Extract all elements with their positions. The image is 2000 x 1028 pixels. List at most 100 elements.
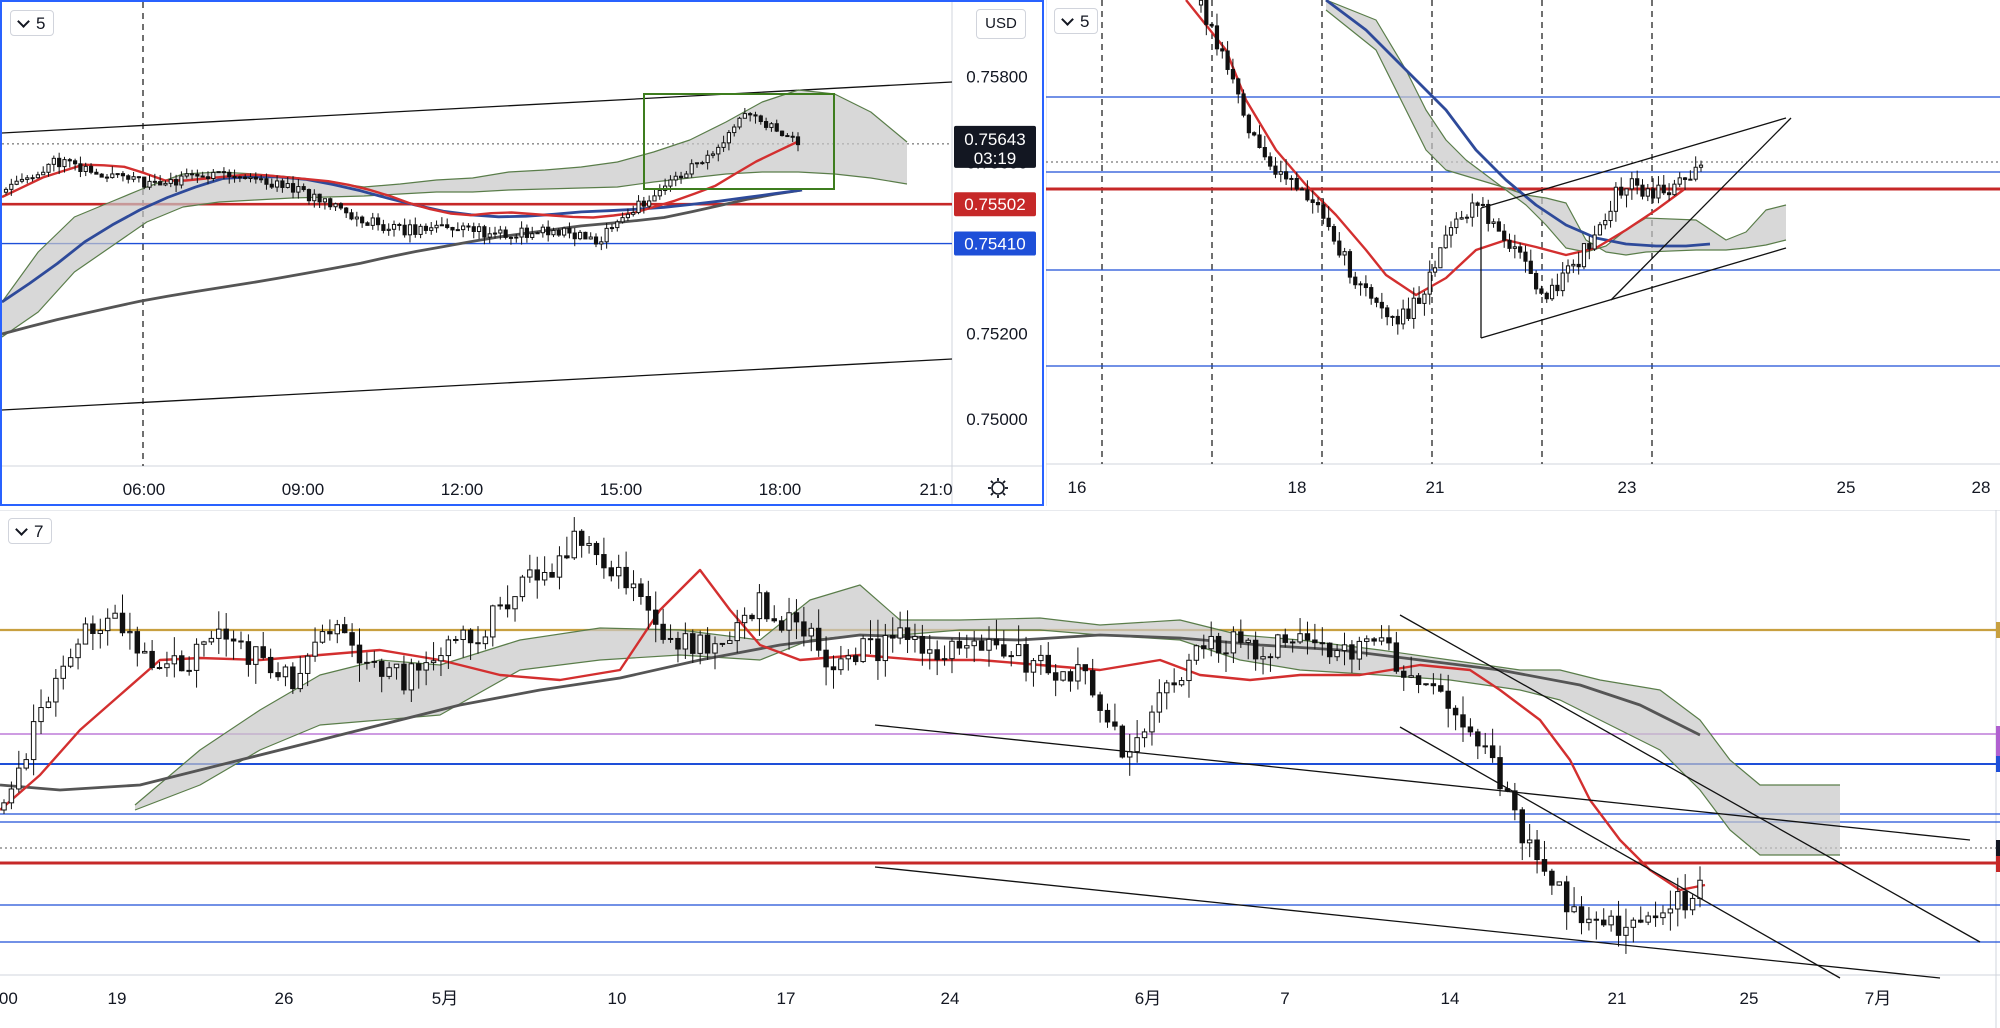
candle	[466, 225, 471, 228]
candle	[78, 163, 83, 172]
candle	[1682, 177, 1688, 180]
time-tick-label: 14	[1441, 989, 1460, 1008]
candle	[453, 639, 459, 642]
candle	[445, 639, 452, 657]
candle	[578, 530, 585, 546]
candle	[541, 571, 548, 581]
trend-line-descending[interactable]	[874, 724, 1971, 841]
candle	[1438, 685, 1444, 692]
candle	[1134, 737, 1140, 753]
candle	[1401, 670, 1407, 678]
candle	[1645, 915, 1651, 923]
candle	[1252, 132, 1257, 136]
time-tick-label: :00	[0, 989, 18, 1008]
chart-panel-top-right[interactable]: 16 18 21 23 25 28 5	[1046, 0, 2000, 506]
candle	[416, 663, 422, 671]
timeframe-button-top-right[interactable]: 5	[1054, 8, 1099, 34]
candle	[184, 173, 189, 177]
candle	[1395, 315, 1400, 325]
candle	[1241, 93, 1246, 116]
candle	[1571, 906, 1577, 913]
candle	[282, 666, 289, 678]
candle	[1104, 709, 1111, 723]
candle	[564, 555, 570, 559]
candle	[408, 663, 415, 691]
candle	[1363, 283, 1368, 289]
candle	[1356, 640, 1363, 660]
candle	[1252, 639, 1259, 660]
candle	[1326, 642, 1333, 658]
candle	[149, 650, 155, 669]
moving-average-blue	[2, 175, 803, 304]
candle	[549, 571, 555, 578]
chart-panel-bottom[interactable]: :00 19 26 5月 10 17 24 6月 7 14 21 25 7月 7	[0, 510, 2000, 1028]
chart-canvas-bottom[interactable]: :00 19 26 5月 10 17 24 6月 7 14 21 25 7月	[0, 510, 2000, 1028]
candle	[949, 640, 955, 660]
candle	[1667, 908, 1674, 914]
candle	[956, 640, 963, 649]
candle	[567, 227, 572, 234]
candle	[1408, 675, 1414, 678]
candle	[280, 180, 285, 188]
timeframe-button-bottom[interactable]: 7	[8, 518, 53, 544]
candle	[1349, 644, 1355, 660]
timeframe-label: 7	[34, 522, 44, 541]
candle	[1246, 114, 1251, 134]
candle	[1321, 204, 1326, 219]
candle	[430, 660, 437, 664]
candle	[1289, 641, 1296, 644]
candle	[785, 135, 790, 138]
time-tick-label: 17	[777, 989, 796, 1008]
candle	[1149, 711, 1155, 733]
candle	[1556, 881, 1563, 886]
candle	[875, 638, 881, 662]
trend-line-diagonal[interactable]	[1610, 117, 1792, 301]
currency-button[interactable]: USD	[976, 9, 1026, 39]
candle	[1289, 177, 1294, 180]
channel-line-upper[interactable]	[1399, 614, 1981, 943]
candle	[269, 183, 274, 188]
trend-line-descending[interactable]	[874, 866, 1941, 979]
chart-canvas-top-right[interactable]: 16 18 21 23 25 28	[1046, 0, 2000, 506]
candle	[344, 207, 349, 214]
candle	[625, 213, 631, 219]
candle	[1526, 839, 1533, 844]
candle	[1480, 203, 1486, 206]
candle	[1331, 226, 1337, 242]
time-tick-label: 18	[1288, 478, 1307, 497]
candle	[19, 178, 25, 182]
candle	[83, 165, 88, 172]
candle	[519, 227, 524, 238]
channel-line-upper[interactable]	[1480, 117, 1787, 209]
candle	[450, 226, 455, 231]
blue-level-badge	[954, 231, 1036, 256]
gear-icon[interactable]	[988, 478, 1008, 498]
time-tick-label: 26	[275, 989, 294, 1008]
chart-canvas-top-left[interactable]: 0.758000.756000.754000.752000.750000.756…	[2, 2, 1044, 506]
rectangle-drawing[interactable]	[643, 93, 835, 190]
timeframe-button-top-left[interactable]: 5	[10, 10, 55, 36]
candle	[786, 612, 792, 631]
candle	[1178, 680, 1185, 686]
candle	[867, 638, 874, 641]
candle	[1571, 263, 1576, 267]
candle	[73, 160, 78, 165]
candle	[434, 224, 439, 229]
candle	[341, 624, 348, 634]
candle	[657, 189, 662, 197]
trend-line-lower[interactable]	[2, 358, 953, 411]
candle	[356, 644, 363, 664]
moving-average-blue	[1325, 0, 1711, 248]
candle	[1220, 48, 1225, 52]
channel-line-lower[interactable]	[1480, 247, 1787, 339]
time-tick-label: 25	[1740, 989, 1759, 1008]
candle	[1215, 635, 1222, 654]
candle	[1304, 633, 1311, 641]
time-tick-label: 21:0	[919, 480, 952, 499]
trend-line-upper[interactable]	[2, 81, 953, 134]
candle	[588, 236, 593, 240]
candle	[1230, 631, 1237, 654]
candle	[793, 612, 800, 623]
chart-panel-top-left[interactable]: 0.758000.756000.754000.752000.750000.756…	[0, 0, 1044, 506]
channel-line-lower[interactable]	[1399, 726, 1841, 979]
